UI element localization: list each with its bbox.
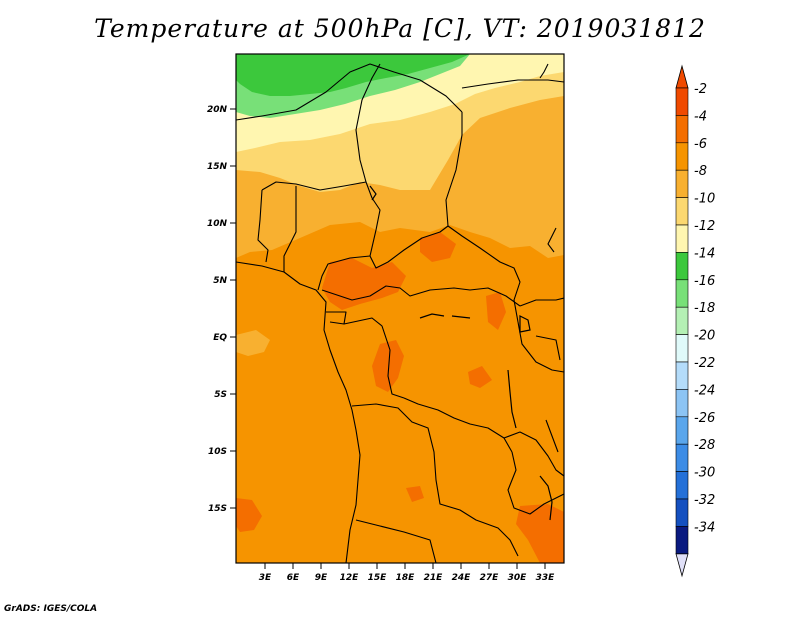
colorbar-label: -24 <box>694 383 715 398</box>
lat-tick-label: 10N <box>207 219 228 229</box>
colorbar-swatch <box>675 87 689 116</box>
colorbar-label: -4 <box>694 109 707 124</box>
lon-tick-label: 33E <box>536 573 556 583</box>
lon-tick-label: 6E <box>287 573 300 583</box>
map-panel <box>236 54 564 563</box>
lat-tick-label: 20N <box>207 105 228 115</box>
lon-tick-label: 18E <box>396 573 416 583</box>
lon-tick-label: 3E <box>259 573 272 583</box>
lat-tick-label: 15S <box>208 504 227 514</box>
lat-tick-label: 15N <box>207 162 228 172</box>
temperature-patch-dark-orange <box>236 498 262 532</box>
temperature-patch-dark-orange <box>420 232 456 262</box>
temperature-patch-dark-orange <box>468 366 492 388</box>
temperature-patch-dark-orange <box>486 292 506 330</box>
credit-label: GrADS: IGES/COLA <box>4 604 98 614</box>
lon-tick-label: 27E <box>480 573 500 583</box>
lon-tick-label: 30E <box>508 573 528 583</box>
colorbar-swatch <box>675 389 689 418</box>
colorbar-swatch <box>675 416 689 445</box>
map-title: Temperature at 500hPa [C], VT: 201903181… <box>94 14 706 43</box>
lon-tick-label: 15E <box>368 573 388 583</box>
colorbar-over-triangle <box>675 64 689 89</box>
colorbar-swatch <box>675 197 689 226</box>
colorbar-label: -8 <box>694 164 707 179</box>
lat-tick-label: 5S <box>214 390 227 400</box>
colorbar-label: -18 <box>694 301 715 316</box>
colorbar-swatch <box>675 498 689 527</box>
colorbar-label: -6 <box>694 137 707 152</box>
colorbar-label: -34 <box>694 520 715 535</box>
colorbar-label: -26 <box>694 411 715 426</box>
latitude-axis: 20N 15N 10N 5N EQ 5S 10S 15S <box>207 105 236 514</box>
coastline <box>539 63 559 453</box>
lat-tick-label: 10S <box>208 447 227 457</box>
colorbar-label: -14 <box>694 246 715 261</box>
colorbar-swatch <box>675 224 689 253</box>
temperature-patch-dark-orange <box>516 504 564 563</box>
colorbar-swatch <box>675 279 689 308</box>
lon-tick-label: 24E <box>452 573 472 583</box>
lon-tick-label: 12E <box>340 573 360 583</box>
colorbar-label: -10 <box>694 192 715 207</box>
colorbar-swatch <box>675 361 689 390</box>
temperature-patch-light-orange <box>236 330 270 356</box>
lat-tick-label: EQ <box>213 333 227 343</box>
temperature-patch-dark-orange <box>372 340 404 392</box>
map-frame <box>235 53 565 564</box>
colorbar-swatch <box>675 306 689 335</box>
temperature-patch-dark-orange <box>406 486 424 502</box>
lon-tick-label: 21E <box>424 573 444 583</box>
colorbar-label: -2 <box>694 82 707 97</box>
colorbar-label: -32 <box>694 493 715 508</box>
lon-tick-label: 9E <box>315 573 328 583</box>
colorbar-swatch <box>675 252 689 281</box>
lakes <box>369 185 553 521</box>
temperature-band-green <box>236 54 470 96</box>
colorbar-label: -12 <box>694 219 715 234</box>
colorbar-swatch <box>675 334 689 363</box>
colorbar-label: -30 <box>694 466 715 481</box>
colorbar-swatch <box>675 471 689 500</box>
colorbar-swatch <box>675 443 689 472</box>
colorbar: -2 -4 -6 -8 -10 -12 -14 -16 -18 -20 -22 -24 -26 -28 -3… <box>675 64 715 578</box>
colorbar-swatch <box>675 115 689 144</box>
colorbar-under-triangle <box>675 553 689 578</box>
colorbar-swatch <box>675 142 689 171</box>
colorbar-label: -16 <box>694 274 715 289</box>
longitude-axis: 3E 6E 9E 12E 15E 18E 21E 24E 27E 30E 33E <box>259 563 555 583</box>
lat-tick-label: 5N <box>213 276 227 286</box>
colorbar-label: -28 <box>694 438 715 453</box>
colorbar-label: -20 <box>694 329 715 344</box>
colorbar-label: -22 <box>694 356 715 371</box>
colorbar-swatch <box>675 526 689 555</box>
country-borders <box>236 63 564 563</box>
colorbar-swatch <box>675 169 689 198</box>
